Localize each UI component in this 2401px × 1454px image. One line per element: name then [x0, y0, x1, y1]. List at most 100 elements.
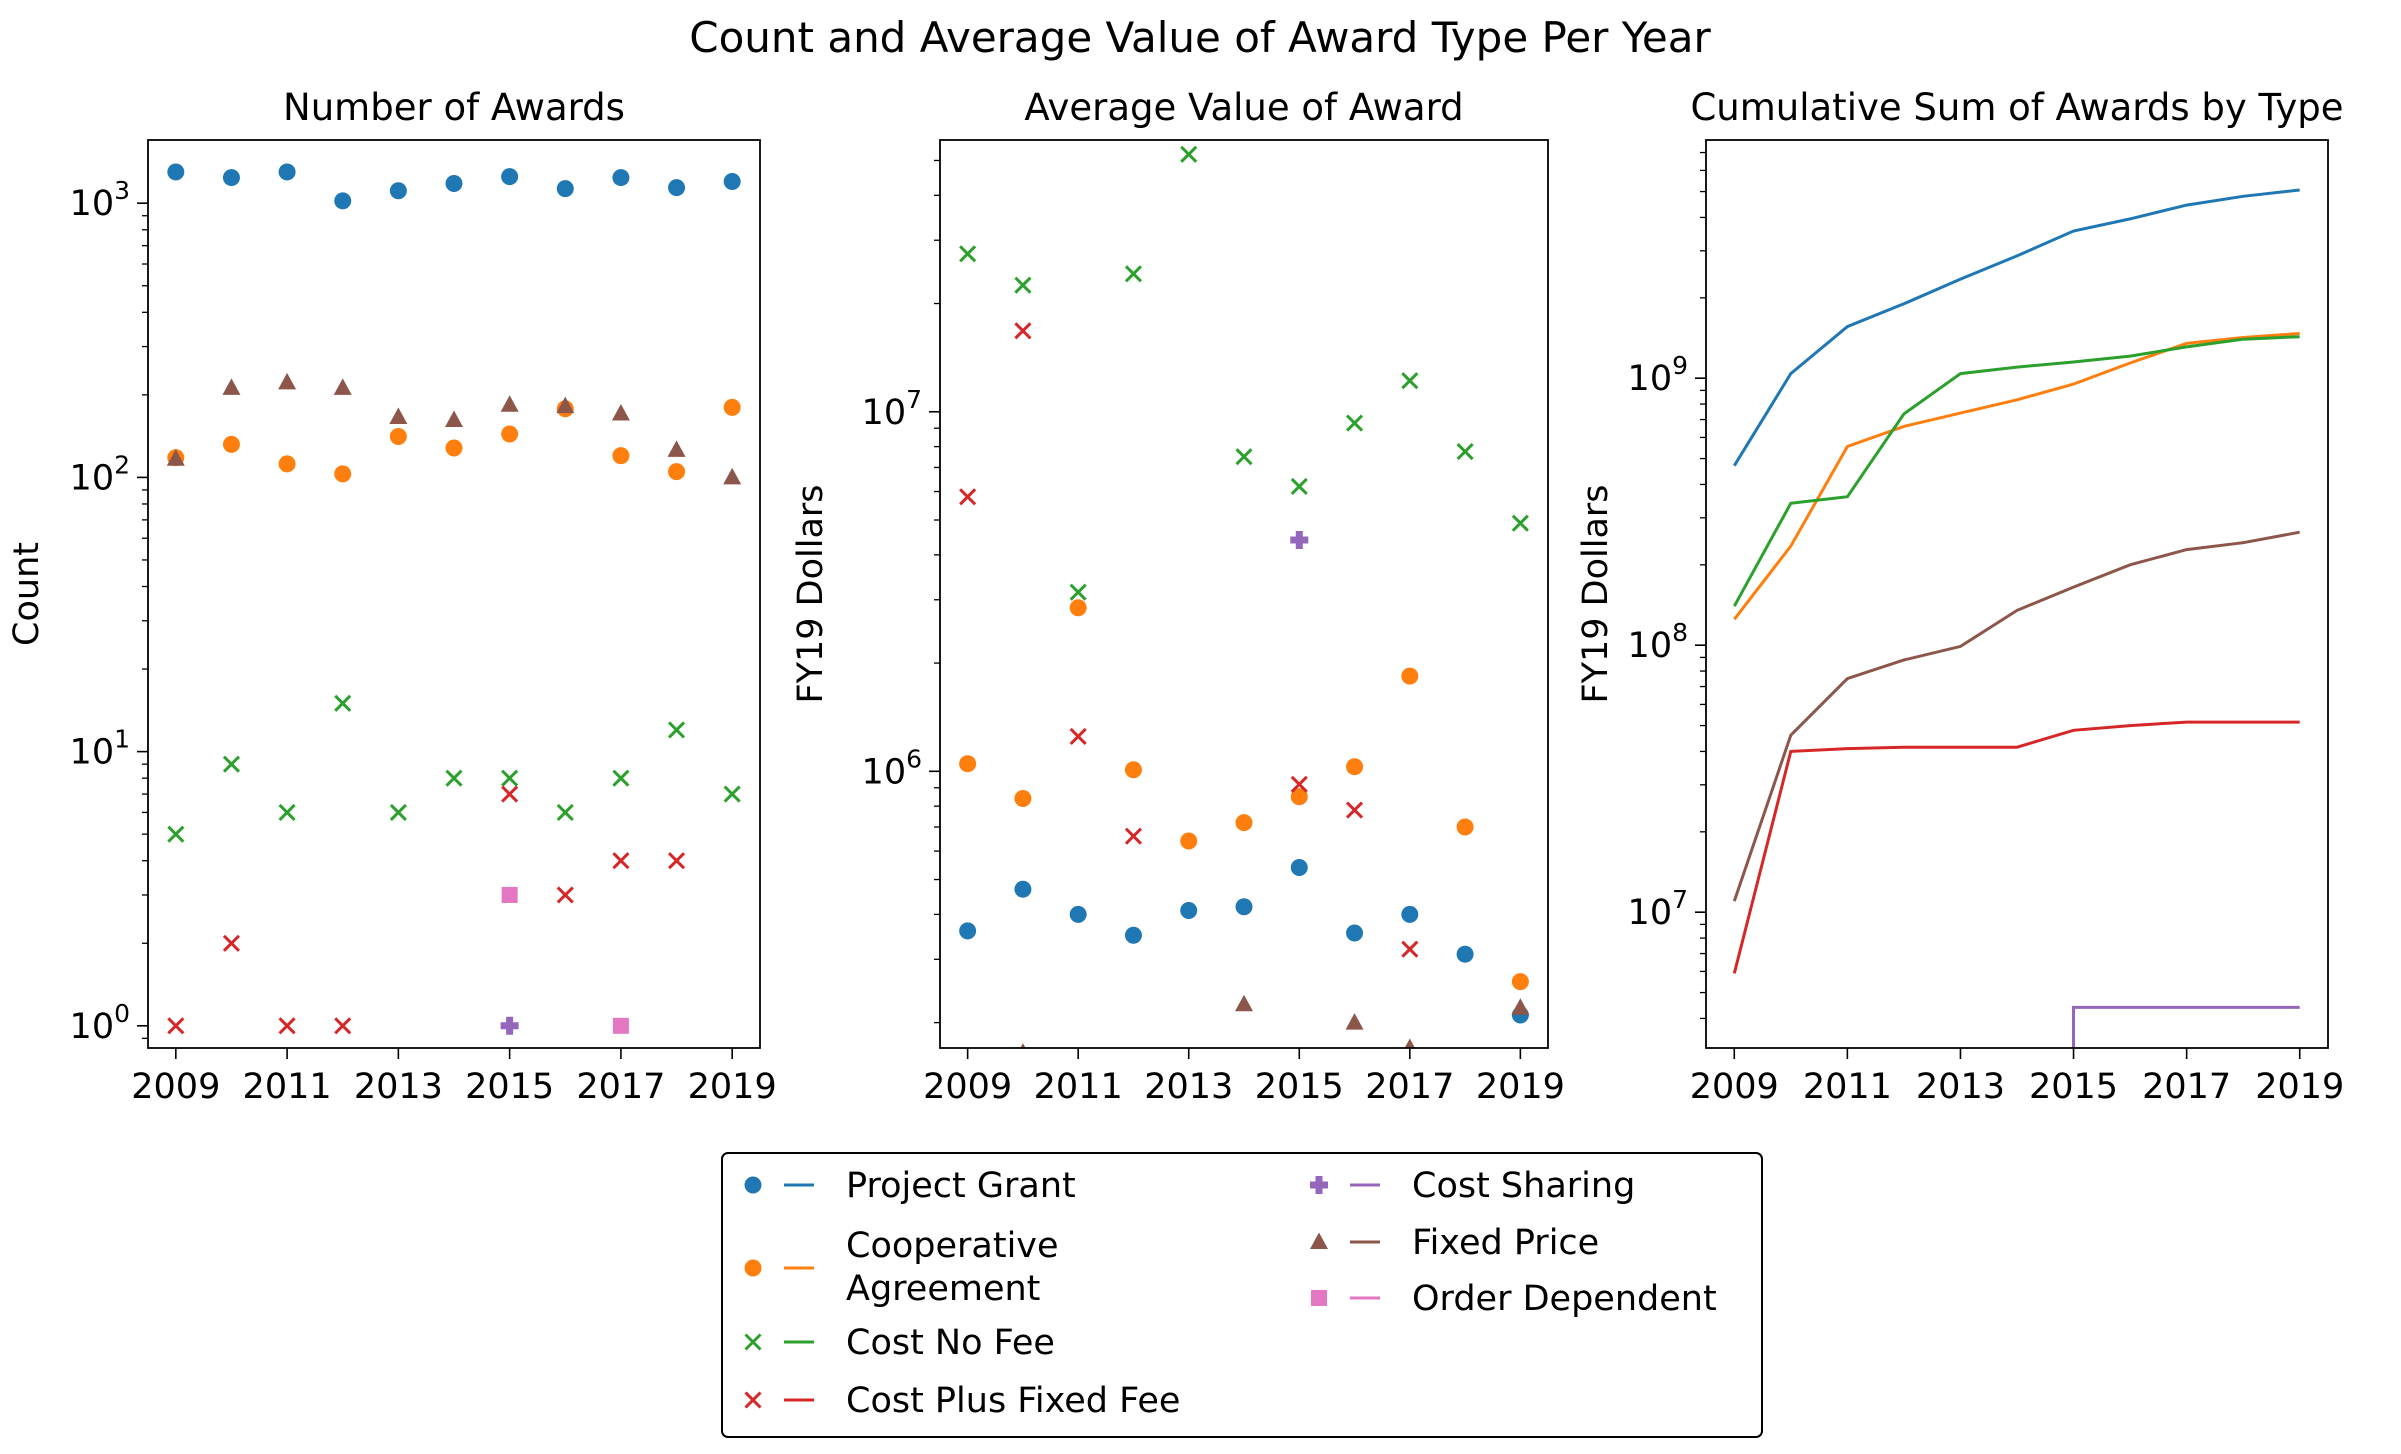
- point-project-grant: [1235, 898, 1253, 916]
- point-cost-plus-fixed-fee: [1069, 727, 1087, 746]
- point-fixed-price: [389, 407, 408, 425]
- panel-title: Cumulative Sum of Awards by Type: [1690, 86, 2343, 129]
- point-cost-no-fee: [1014, 276, 1032, 294]
- y-tick-label: 109: [1628, 351, 1688, 399]
- y-axis-label: FY19 Dollars: [791, 484, 831, 703]
- x-tick-label: 2011: [1803, 1067, 1892, 1107]
- point-cooperative-agreement: [1290, 788, 1308, 806]
- point-fixed-price: [1511, 998, 1530, 1015]
- point-cost-plus-fixed-fee: [167, 1017, 185, 1035]
- point-cooperative-agreement: [1180, 832, 1198, 850]
- x-tick-label: 2017: [2142, 1067, 2231, 1107]
- legend-label: Fixed Price: [1412, 1223, 1599, 1263]
- x-tick-label: 2011: [1034, 1067, 1123, 1107]
- point-cost-sharing: [1290, 530, 1309, 549]
- point-cost-no-fee: [222, 755, 241, 773]
- point-project-grant: [445, 174, 463, 192]
- point-project-grant: [1401, 905, 1419, 923]
- point-cooperative-agreement: [445, 439, 463, 457]
- legend-marker: [744, 1176, 762, 1194]
- point-cooperative-agreement: [1511, 973, 1529, 991]
- point-cost-plus-fixed-fee: [667, 852, 686, 870]
- point-cost-no-fee: [389, 803, 407, 821]
- legend-entry-cooperative-agreement: Cooperative Agreement: [744, 1226, 1059, 1309]
- point-project-grant: [501, 168, 519, 186]
- point-project-grant: [723, 172, 741, 190]
- axes-frame: [1705, 139, 2329, 1049]
- legend-marker: [1310, 1176, 1328, 1194]
- legend-label: Cooperative Agreement: [846, 1226, 1059, 1309]
- x-tick-label: 2019: [2255, 1067, 2344, 1107]
- point-project-grant: [612, 169, 630, 187]
- legend-box: [721, 1152, 1763, 1438]
- legend: Project Grant Cooperative Agreement Cost No…: [721, 1152, 1763, 1438]
- panel-number-of-awards: Number of Awards Count 100 101 102 103 2009 201…: [7, 86, 777, 1107]
- point-cooperative-agreement: [1346, 758, 1364, 776]
- y-tick-label: 100: [70, 999, 130, 1047]
- point-project-grant: [959, 922, 977, 940]
- point-cost-no-fee: [1345, 414, 1364, 432]
- point-fixed-price: [1020, 1043, 1026, 1048]
- point-cooperative-agreement: [1235, 814, 1253, 832]
- point-cooperative-agreement: [668, 463, 686, 481]
- x-tick-label: 2019: [1476, 1067, 1565, 1107]
- panel-title: Average Value of Award: [1024, 86, 1463, 129]
- x-tick-label: 2017: [576, 1067, 665, 1107]
- x-tick-label: 2017: [1365, 1067, 1454, 1107]
- legend-entry-order-dependent: Order Dependent: [1311, 1279, 1717, 1319]
- point-cost-plus-fixed-fee: [1014, 322, 1032, 340]
- point-fixed-price: [333, 378, 352, 395]
- point-cooperative-agreement: [1069, 599, 1087, 617]
- x-tick-label: 2015: [465, 1067, 554, 1107]
- point-project-grant: [278, 163, 296, 181]
- point-fixed-price: [222, 378, 241, 395]
- legend-entry-cost-sharing: Cost Sharing: [1310, 1166, 1635, 1206]
- x-tick-label: 2009: [131, 1067, 220, 1107]
- point-project-grant: [668, 179, 686, 197]
- point-fixed-price: [723, 467, 742, 485]
- point-project-grant: [167, 163, 185, 181]
- y-axis-label: Count: [7, 542, 47, 646]
- point-cost-no-fee: [1401, 372, 1419, 390]
- point-cost-no-fee: [1511, 514, 1529, 532]
- point-cooperative-agreement: [723, 398, 741, 416]
- point-cooperative-agreement: [389, 427, 407, 445]
- point-cost-plus-fixed-fee: [1124, 827, 1143, 845]
- point-cost-no-fee: [501, 769, 519, 787]
- point-cost-sharing: [500, 1016, 519, 1035]
- x-tick-label: 2015: [2029, 1067, 2118, 1107]
- point-cost-no-fee: [1180, 145, 1198, 163]
- x-tick-label: 2015: [1255, 1067, 1344, 1107]
- point-cost-plus-fixed-fee: [1345, 801, 1364, 819]
- x-tick-label: 2011: [243, 1067, 332, 1107]
- point-project-grant: [1456, 945, 1474, 963]
- legend-marker: [744, 1259, 762, 1277]
- y-tick-label: 106: [862, 744, 922, 792]
- point-fixed-price: [445, 410, 463, 427]
- x-tick-label: 2019: [688, 1067, 777, 1107]
- panel-title: Number of Awards: [283, 86, 625, 129]
- point-project-grant: [1346, 924, 1364, 942]
- legend-entry-fixed-price: Fixed Price: [1310, 1223, 1599, 1263]
- point-project-grant: [1014, 880, 1032, 898]
- point-project-grant: [1290, 859, 1308, 877]
- point-cost-no-fee: [959, 245, 977, 263]
- x-tick-label: 2009: [923, 1067, 1012, 1107]
- panel-average-value-of-award: Average Value of Award FY19 Dollars 106 107…: [791, 86, 1565, 1107]
- point-cost-no-fee: [445, 769, 463, 787]
- point-order-dependent: [612, 1017, 629, 1034]
- line-cooperative-agreement: [1733, 332, 2300, 621]
- point-cost-no-fee: [278, 803, 296, 821]
- point-project-grant: [1124, 926, 1142, 944]
- line-cost-plus-fixed-fee: [1732, 720, 2300, 974]
- legend-label: Cost No Fee: [846, 1323, 1055, 1363]
- point-cooperative-agreement: [501, 425, 519, 443]
- point-cost-no-fee: [667, 721, 686, 739]
- point-fixed-price: [278, 372, 297, 390]
- point-fixed-price: [611, 404, 630, 421]
- legend-marker: [1310, 1232, 1328, 1249]
- panel-cumulative-sum-of-awards-by-type: Cumulative Sum of Awards by Type FY19 Dol…: [1576, 86, 2344, 1107]
- point-cooperative-agreement: [612, 447, 630, 465]
- point-cost-no-fee: [612, 769, 630, 787]
